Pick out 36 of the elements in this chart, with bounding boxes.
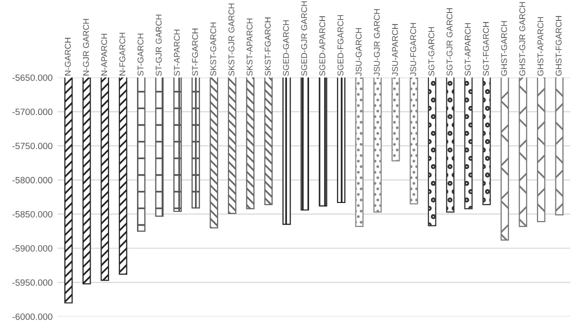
x-tick-label: ST-GARCH xyxy=(138,34,144,76)
x-tick-label: SGED-GJR GARCH xyxy=(301,1,308,76)
y-tick-label: -5800.000 xyxy=(12,176,52,184)
x-tick-label: N-APARCH xyxy=(101,34,108,76)
x-tick-label: SGT-FGARCH xyxy=(482,22,489,76)
y-tick-label: -5750.000 xyxy=(12,142,52,150)
x-tick-label: SKST-FGARCH xyxy=(264,18,271,76)
y-tick-label: -5650.000 xyxy=(12,74,52,81)
x-tick-label: SGED-FGARCH xyxy=(338,15,344,76)
y-tick-label: -6000.000 xyxy=(12,314,52,320)
x-tick-label: N-FGARCH xyxy=(119,32,126,76)
x-tick-label: SKST-GJR GARCH xyxy=(228,4,234,76)
x-tick-label: SGT-GJR GARCH xyxy=(446,8,452,76)
y-tick-label: -5950.000 xyxy=(12,279,52,286)
x-tick-label: SKST-GARCH xyxy=(210,22,216,76)
x-tick-label: ST-APARCH xyxy=(174,30,180,76)
x-tick-label: SGT-GARCH xyxy=(428,27,434,76)
x-tick-label: GHST-GJR GARCH xyxy=(519,2,526,76)
x-tick-label: SKST-APARCH xyxy=(246,18,253,76)
x-tick-label: N-GJR GARCH xyxy=(83,18,89,76)
x-tick-label: SGED-APARCH xyxy=(319,16,326,76)
y-tick-label: -5850.000 xyxy=(12,211,52,218)
x-tick-label: SGED-GARCH xyxy=(282,20,289,76)
x-tick-label: GHST-GARCH xyxy=(501,21,508,76)
x-tick-label: JSU-GARCH xyxy=(356,28,362,76)
x-tick-label: GHST-APARCH xyxy=(537,17,544,76)
x-tick-label: N-GARCH xyxy=(64,38,71,76)
x-tick-label: ST-GJR GARCH xyxy=(156,14,162,76)
y-tick-label: -5900.000 xyxy=(12,245,52,252)
x-tick-label: JSU-GJR GARCH xyxy=(374,9,380,76)
x-tick-label: JSU-APARCH xyxy=(392,24,398,76)
x-tick-label: SGT-APARCH xyxy=(464,23,471,76)
x-tick-label: GHST-FGARCH xyxy=(556,16,562,76)
x-tick-label: ST-FGARCH xyxy=(192,28,198,76)
x-tick-label: JSU-FGARCH xyxy=(410,23,416,76)
y-tick-label: -5700.000 xyxy=(12,108,52,116)
